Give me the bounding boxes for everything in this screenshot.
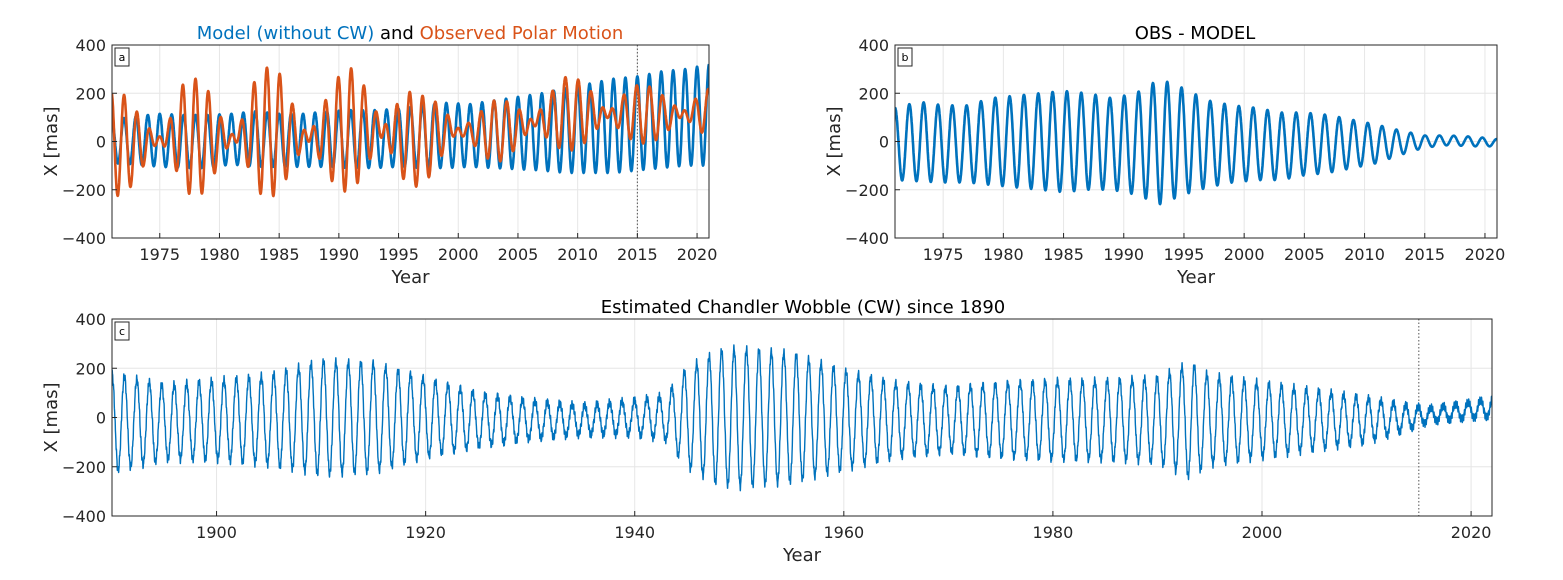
title-c: Estimated Chandler Wobble (CW) since 189… [601, 297, 1006, 318]
title-b: OBS - MODEL [1135, 23, 1256, 44]
panel-b: 1975 1980 1985 1990 1995 2000 2005 2010 2015 2020… [824, 36, 1505, 288]
series-group [112, 344, 1492, 492]
title-a-and: and [374, 23, 419, 44]
y-axis-label: X [mas] [824, 106, 845, 176]
y-tick-label: 0 [96, 409, 106, 428]
x-tick-label: 1980 [199, 245, 240, 264]
panel-c: 1900 1920 1940 1960 1980 2000 2020 −400 −200 0 200… [41, 310, 1493, 566]
panel-label: a [119, 51, 126, 64]
x-tick-label: 2005 [1284, 245, 1325, 264]
x-axis-label: Year [390, 267, 430, 288]
x-tick-label: 1995 [378, 245, 419, 264]
x-tick-label: 2020 [677, 245, 718, 264]
series-line-b-0 [895, 80, 1497, 206]
y-tick-label: −400 [845, 229, 889, 248]
x-tick-label: 2010 [557, 245, 598, 264]
y-tick-label: 200 [858, 84, 889, 103]
y-tick-label: 400 [75, 36, 106, 55]
x-tick-label: 1985 [259, 245, 300, 264]
x-tick-label: 2000 [438, 245, 479, 264]
panel-label: c [119, 325, 125, 338]
x-tick-label: 2020 [1451, 523, 1492, 542]
panel-a: 1975 1980 1985 1990 1995 2000 2005 2010 2015 2020… [41, 36, 717, 288]
y-tick-label: 0 [879, 133, 889, 152]
x-tick-label: 1995 [1164, 245, 1205, 264]
x-tick-label: 2000 [1242, 523, 1283, 542]
y-tick-label: −400 [62, 229, 106, 248]
y-axis-label: X [mas] [41, 106, 62, 176]
x-tick-label: 1980 [1033, 523, 1074, 542]
x-tick-label: 1990 [319, 245, 360, 264]
series-group [895, 80, 1497, 206]
y-tick-label: −400 [62, 507, 106, 526]
x-tick-label: 1975 [139, 245, 180, 264]
y-tick-label: −200 [62, 458, 106, 477]
title-a: Model (without CW) and Observed Polar Mo… [197, 23, 624, 44]
y-tick-label: 200 [75, 359, 106, 378]
y-tick-label: −200 [62, 181, 106, 200]
x-tick-label: 2000 [1224, 245, 1265, 264]
x-tick-label: 1960 [823, 523, 864, 542]
y-tick-label: −200 [845, 181, 889, 200]
x-tick-label: 1940 [614, 523, 655, 542]
series-group [112, 63, 709, 198]
y-tick-label: 400 [858, 36, 889, 55]
series-line-c-0 [112, 344, 1492, 492]
x-tick-label: 2015 [1404, 245, 1445, 264]
title-a-model: Model (without CW) [197, 23, 375, 44]
title-a-observed: Observed Polar Motion [420, 23, 624, 44]
x-tick-label: 1900 [196, 523, 237, 542]
y-tick-label: 200 [75, 84, 106, 103]
x-tick-label: 1985 [1043, 245, 1084, 264]
panel-label-box [114, 321, 130, 341]
panel-label-box [897, 47, 913, 67]
x-tick-label: 2020 [1465, 245, 1506, 264]
x-tick-label: 2005 [498, 245, 539, 264]
y-axis-label: X [mas] [41, 382, 62, 452]
panel-label: b [902, 51, 909, 64]
x-axis-label: Year [1176, 267, 1216, 288]
x-tick-label: 1980 [983, 245, 1024, 264]
x-axis-label: Year [782, 545, 822, 566]
x-tick-label: 2010 [1344, 245, 1385, 264]
x-tick-label: 1920 [405, 523, 446, 542]
x-tick-label: 1990 [1103, 245, 1144, 264]
panel-label-box [114, 47, 130, 67]
series-line-a-1 [112, 66, 709, 198]
y-tick-label: 0 [96, 133, 106, 152]
y-tick-label: 400 [75, 310, 106, 329]
x-tick-label: 2015 [617, 245, 658, 264]
x-tick-label: 1975 [923, 245, 964, 264]
